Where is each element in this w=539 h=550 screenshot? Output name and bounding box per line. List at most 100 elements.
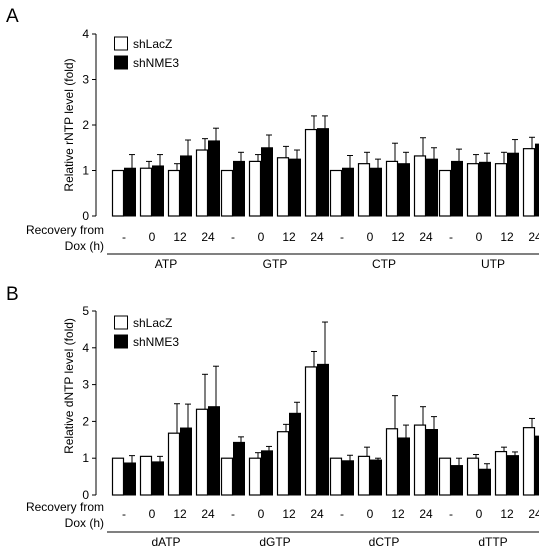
panel-a-bar-shnme3	[289, 158, 301, 217]
panel-b: B Relative dNTP level (fold) Recovery fr…	[6, 284, 539, 549]
panel-a-bar-shnme3	[535, 143, 539, 217]
panel-a-timepoint-label: 12	[391, 230, 405, 244]
panel-a-x-axis-title-line2: Dox (h)	[65, 239, 104, 253]
panel-a-bar-shnme3	[233, 160, 245, 217]
panel-a-timepoint-label: -	[122, 230, 126, 244]
panel-b-x-axis-title-line2: Dox (h)	[65, 516, 104, 530]
panel-b-bar-shlacz	[167, 432, 181, 496]
panel-a-bar-shnme3	[426, 158, 438, 217]
panel-b-bar-shlacz	[195, 408, 209, 496]
panel-b-timepoint-label: 0	[476, 507, 483, 521]
panel-a-bar-shlacz	[494, 163, 508, 217]
panel-a-group-label: CTP	[372, 257, 396, 271]
panel-a-timepoint-label: -	[449, 230, 453, 244]
panel-b-bar-shnme3	[317, 363, 329, 496]
panel-b-y-tick-label: 3	[82, 378, 89, 392]
panel-a-bar-shnme3	[152, 165, 164, 217]
panel-b-group-label: dCTP	[369, 535, 400, 549]
panel-b-bar-shnme3	[180, 427, 192, 496]
panel-a-bar-shlacz	[413, 155, 427, 217]
panel-b-bar-shnme3	[289, 412, 301, 496]
panel-a-bar-shlacz	[522, 148, 536, 217]
panel-a-timepoint-label: 12	[500, 230, 514, 244]
panel-a-bar-shnme3	[479, 161, 491, 217]
panel-a-legend-swatch	[114, 36, 128, 51]
panel-b-timepoint-label: 24	[528, 507, 539, 521]
panel-b-y-axis-title: Relative dNTP level (fold)	[62, 318, 76, 454]
panel-b-bar-shlacz	[111, 457, 125, 496]
panel-b-bar-shnme3	[426, 428, 438, 496]
panel-b-bar-shnme3	[233, 441, 245, 496]
panel-b-timepoint-label: 12	[173, 507, 187, 521]
panel-b-y-tick-label: 1	[82, 451, 89, 465]
panel-a-bar-shlacz	[195, 149, 209, 217]
panel-a-bar-shlacz	[276, 157, 290, 217]
panel-a-y-tick-label: 3	[82, 73, 89, 87]
panel-a-x-axis-title-line1: Recovery from	[26, 223, 104, 237]
panel-b-timepoint-label: 0	[258, 507, 265, 521]
panel-b-group-label: dTTP	[478, 535, 507, 549]
panel-b-bar-shnme3	[535, 435, 539, 496]
panel-b-y-tick-label: 5	[82, 304, 89, 318]
panel-b-timepoint-label: 12	[391, 507, 405, 521]
panel-b-x-axis-title-line1: Recovery from	[26, 500, 104, 514]
panel-a-letter: A	[6, 6, 19, 27]
panel-a-timepoint-label: -	[340, 230, 344, 244]
panel-b-bar-shnme3	[208, 406, 220, 496]
panel-b-bar-shnme3	[451, 465, 463, 496]
panel-b-bar-shlacz	[522, 427, 536, 496]
panel-a-y-tick-label: 0	[82, 209, 89, 223]
panel-a-bar-shnme3	[317, 128, 329, 217]
panel-b-bar-shnme3	[398, 437, 410, 496]
panel-a-timepoint-label: 0	[476, 230, 483, 244]
panel-b-group-label: dATP	[151, 535, 180, 549]
panel-a-bar-shlacz	[438, 169, 452, 217]
panel-b-bar-shlacz	[494, 450, 508, 496]
panel-a-timepoint-label: 24	[201, 230, 215, 244]
panel-a-bar-shnme3	[507, 152, 519, 217]
panel-a-bar-shlacz	[248, 160, 262, 217]
panel-a-y-axis-title: Relative rNTP level (fold)	[62, 58, 76, 191]
panel-a-bar-shlacz	[466, 163, 480, 217]
panel-b-timepoint-label: 0	[367, 507, 374, 521]
panel-a-bar-shnme3	[208, 140, 220, 217]
panel-b-bar-shnme3	[479, 468, 491, 496]
panel-b-bar-shnme3	[507, 455, 519, 496]
panel-b-legend-swatch	[114, 315, 128, 330]
panel-b-legend-label: shLacZ	[133, 316, 172, 330]
panel-a-group-label: UTP	[481, 257, 505, 271]
panel-b-timepoint-label: -	[449, 507, 453, 521]
panel-a-y-tick-label: 1	[82, 164, 89, 178]
panel-a-timepoint-label: 24	[419, 230, 433, 244]
panel-b-bar-shlacz	[139, 455, 153, 496]
panel-b-bar-shlacz	[329, 457, 343, 496]
panel-a-bar-shlacz	[167, 169, 181, 217]
panel-a-legend-swatch	[114, 55, 128, 70]
panel-b-timepoint-label: 0	[149, 507, 156, 521]
panel-b-bar-shlacz	[385, 428, 399, 496]
panel-a-timepoint-label: 24	[310, 230, 324, 244]
panel-a-group-label: GTP	[263, 257, 288, 271]
panel-b-legend-label: shNME3	[133, 335, 179, 349]
panel-b-bar-shnme3	[261, 450, 273, 496]
panel-a-bar-shnme3	[180, 155, 192, 217]
panel-b-timepoint-label: 24	[310, 507, 324, 521]
panel-a-bar-shnme3	[261, 147, 273, 217]
panel-b-y-tick-label: 0	[82, 488, 89, 502]
panel-b-timepoint-label: -	[122, 507, 126, 521]
panel-b-y-tick-label: 2	[82, 414, 89, 428]
panel-a-bar-shlacz	[304, 128, 318, 217]
panel-b-bar-shlacz	[466, 457, 480, 496]
panel-a-bar-shlacz	[385, 160, 399, 217]
panel-a-bar-shnme3	[342, 167, 354, 217]
panel-a-bar-shlacz	[357, 163, 371, 217]
panel-b-timepoint-label: -	[231, 507, 235, 521]
panel-a-group-label: ATP	[155, 257, 177, 271]
panel-a-y-tick-label: 4	[82, 27, 89, 41]
panel-b-bar-shlacz	[276, 431, 290, 496]
panel-b-timepoint-label: 24	[201, 507, 215, 521]
panel-a-bar-shnme3	[124, 167, 136, 217]
